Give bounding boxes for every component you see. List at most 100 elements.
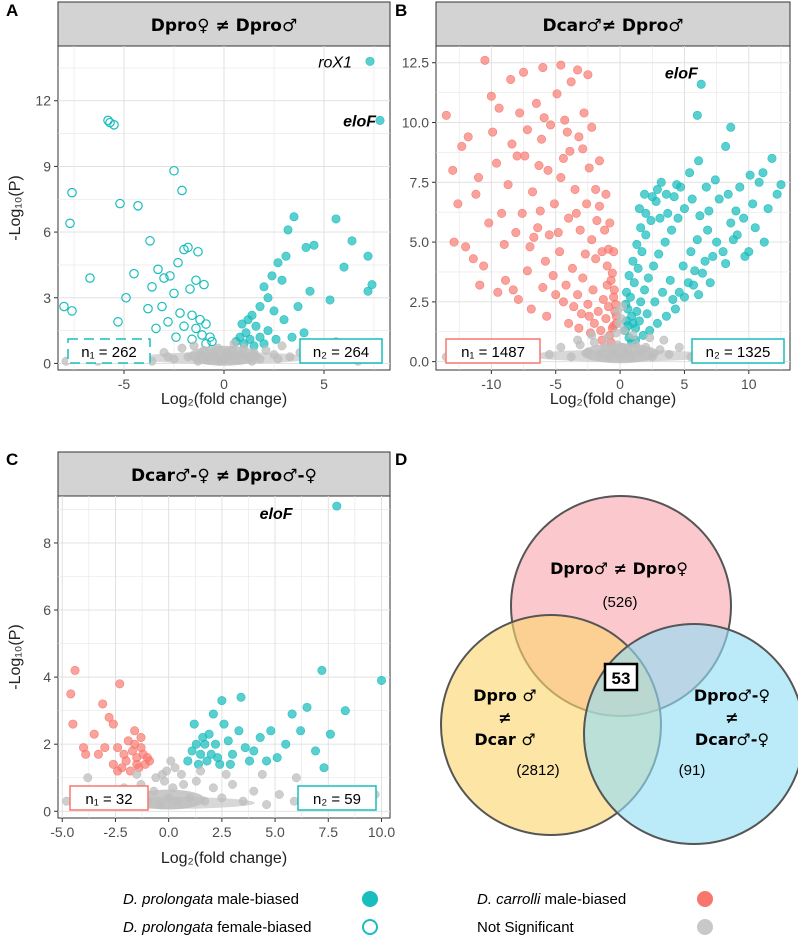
y-tick-label: 5.0 (410, 234, 430, 250)
point-male-biased (236, 692, 246, 702)
legend-text-3: Not Significant (477, 919, 575, 936)
point-male-biased (679, 204, 689, 214)
venn-label-right-1: Dpro♂-♀ (694, 686, 770, 705)
point-carrolli-biased (573, 290, 583, 300)
count-box-n2-b (691, 338, 785, 364)
point-male-biased (656, 177, 666, 187)
point-male-biased (281, 739, 291, 749)
point-carrolli-biased (533, 223, 543, 233)
point-carrolli-biased (575, 225, 585, 235)
points-b (441, 55, 786, 364)
point-carrolli-biased (453, 199, 463, 209)
point-carrolli-biased (589, 318, 599, 328)
point-carrolli-biased (484, 218, 494, 228)
panel-letter-a: A (6, 1, 18, 20)
x-tick-label: 0.0 (159, 824, 179, 840)
legend-marker-3 (697, 919, 713, 935)
point-female-biased (133, 201, 143, 211)
point-male-biased (202, 756, 212, 766)
count-n2-a: n₂ = 264 (313, 344, 369, 361)
point-carrolli-biased (448, 165, 458, 175)
point-not-significant (176, 769, 186, 779)
point-male-biased (365, 56, 375, 66)
point-carrolli-biased (525, 242, 535, 252)
point-carrolli-biased (100, 743, 110, 753)
point-male-biased (701, 182, 711, 192)
point-male-biased (687, 194, 697, 204)
point-carrolli-biased (511, 228, 521, 238)
y-tick-label: 8 (43, 535, 51, 551)
point-male-biased (240, 743, 250, 753)
point-male-biased (700, 256, 710, 266)
point-carrolli-biased (592, 216, 602, 226)
point-male-biased (296, 726, 306, 736)
count-box-n2-a (299, 338, 383, 364)
point-female-biased (183, 242, 193, 253)
point-carrolli-biased (594, 156, 604, 166)
point-carrolli-biased (571, 208, 581, 218)
point-carrolli-biased (570, 184, 580, 194)
y-axis-label-a: -Log₁₀(P) (7, 175, 24, 240)
point-male-biased (628, 256, 638, 266)
point-male-biased (255, 302, 265, 312)
legend-text-1: D. prolongata female-biased (123, 919, 311, 936)
x-tick-label: -5.0 (50, 824, 74, 840)
point-male-biased (650, 297, 660, 307)
point-carrolli-biased (535, 206, 545, 216)
point-male-biased (305, 286, 315, 296)
point-female-biased (199, 279, 209, 290)
point-carrolli-biased (457, 141, 467, 151)
strip-title-a: Dpro♀ ≠ Dpro♂ (151, 16, 297, 36)
point-male-biased (267, 271, 277, 281)
point-female-biased (147, 282, 157, 292)
point-male-biased (772, 189, 782, 199)
point-male-biased (217, 696, 227, 706)
point-female-biased (163, 317, 173, 327)
legend-text-0: D. prolongata male-biased (123, 891, 299, 908)
point-female-biased (153, 264, 163, 275)
point-not-significant (618, 302, 628, 312)
point-not-significant (208, 783, 218, 793)
legend-marker-1 (362, 919, 378, 935)
point-carrolli-biased (79, 743, 89, 753)
point-carrolli-biased (463, 132, 473, 142)
point-male-biased (213, 753, 223, 763)
point-carrolli-biased (522, 266, 532, 276)
volcano-panel-b: Dcar♂≠ Dpro♂ -10 -5 0 5 10 0.0 2.5 5.0 7.5 10.0 12… (402, 1, 791, 408)
point-male-biased (694, 156, 704, 166)
x-tick-label: -5 (118, 376, 131, 392)
point-carrolli-biased (66, 689, 76, 699)
count-box-n2-c (297, 785, 377, 811)
point-carrolli-biased (593, 306, 603, 316)
point-carrolli-biased (515, 108, 525, 118)
count-n2-b: n₂ = 1325 (706, 344, 771, 361)
point-carrolli-biased (89, 729, 99, 739)
point-carrolli-biased (548, 271, 558, 281)
point-carrolli-biased (605, 218, 615, 228)
point-carrolli-biased (488, 127, 498, 137)
point-male-biased (249, 746, 259, 756)
point-not-significant (132, 769, 142, 779)
legend-marker-2 (697, 891, 713, 907)
point-carrolli-biased (493, 287, 503, 297)
point-male-biased (679, 292, 689, 302)
strip-c (57, 451, 391, 497)
point-carrolli-biased (473, 173, 483, 183)
point-female-biased (169, 288, 179, 299)
point-male-biased (646, 216, 656, 226)
point-male-biased (668, 294, 678, 304)
y-tick-label: 10.0 (402, 115, 429, 131)
point-male-biased (624, 271, 634, 281)
volcano-panel-c: Dcar♂-♀ ≠ Dpro♂-♀ -5.0 -2.5 0.0 2.5 5.0 7.5 10… (7, 451, 395, 867)
point-male-biased (696, 79, 706, 89)
point-carrolli-biased (503, 180, 513, 190)
point-male-biased (363, 286, 373, 296)
point-male-biased (283, 225, 293, 235)
point-male-biased (731, 206, 741, 216)
point-male-biased (697, 268, 707, 278)
point-not-significant (191, 776, 201, 786)
point-carrolli-biased (506, 74, 516, 84)
point-carrolli-biased (562, 127, 572, 137)
point-male-biased (692, 110, 702, 120)
point-male-biased (654, 249, 664, 259)
